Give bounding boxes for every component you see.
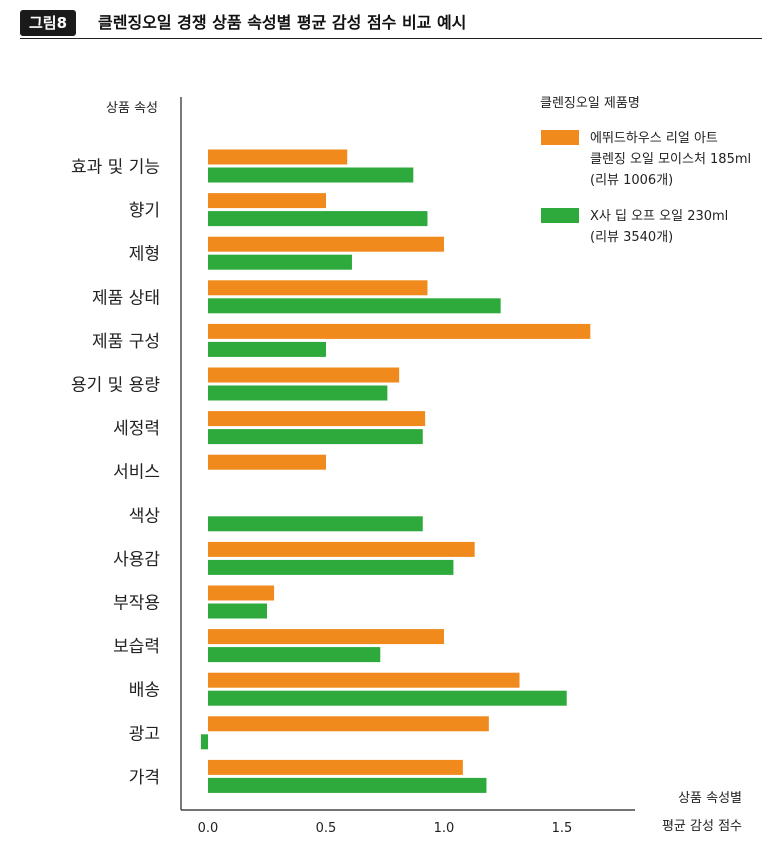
header-rule [20,38,762,39]
bar-series-2 [208,647,381,663]
bar-series-1 [208,149,348,165]
bar-series-1 [208,629,444,645]
x-axis-title-line2: 평균 감성 점수 [662,819,742,834]
figure-badge: 그림8 [20,10,77,36]
category-label: 서비스 [113,463,160,483]
bar-series-1 [208,759,463,775]
bar-series-1 [208,236,444,252]
x-tick-label: 1.0 [434,821,455,836]
legend-label: 클렌징 오일 모이스처 185ml [590,152,751,167]
category-label: 부작용 [113,594,160,614]
legend-title: 클렌징오일 제품명 [540,96,640,111]
category-label: 가격 [129,768,160,788]
category-label: 제품 구성 [92,332,160,352]
legend-swatch [541,208,579,223]
bar-series-2 [208,385,388,401]
bar-series-1 [208,280,428,296]
legend-label: 에뛰드하우스 리얼 아트 [590,131,718,146]
bar-series-1 [208,454,326,470]
bar-series-2 [208,429,423,445]
legend-swatch [541,130,579,145]
bar-series-1 [208,585,275,601]
bar-series-2 [200,734,208,750]
bar-series-2 [208,559,454,575]
x-axis-title-line1: 상품 속성별 [678,791,742,806]
category-label: 향기 [129,201,160,221]
bars [200,149,591,793]
x-ticks: 0.0 0.5 1.0 1.5 [198,821,573,836]
bar-series-1 [208,716,489,732]
bar-series-1 [208,672,520,688]
bar-series-2 [208,777,487,793]
bar-series-2 [208,254,352,270]
bar-series-1 [208,323,591,339]
figure-header: 그림8 클렌징오일 경쟁 상품 속성별 평균 감성 점수 비교 예시 [20,8,762,39]
bar-series-1 [208,193,326,209]
category-label: 제형 [129,245,160,265]
category-label: 배송 [129,681,160,701]
category-label: 용기 및 용량 [71,376,160,396]
legend-label: X사 딥 오프 오일 230ml [590,209,728,224]
legend-label: (리뷰 1006개) [590,173,673,188]
bar-series-2 [208,603,267,619]
bar-series-1 [208,411,426,427]
category-label: 효과 및 기능 [71,158,160,178]
bar-series-2 [208,516,423,532]
category-label: 보습력 [113,637,160,657]
figure-title: 클렌징오일 경쟁 상품 속성별 평균 감성 점수 비교 예시 [98,13,467,32]
bar-series-2 [208,211,428,227]
y-axis-title: 상품 속성 [106,101,158,116]
bar-series-2 [208,167,414,183]
category-label: 사용감 [113,550,160,570]
category-label: 광고 [129,724,160,744]
x-tick-label: 0.0 [198,821,219,836]
bar-series-2 [208,298,501,314]
bar-series-1 [208,541,475,557]
x-tick-label: 1.5 [552,821,573,836]
bar-series-1 [208,367,400,383]
category-label: 제품 상태 [92,288,160,308]
bar-series-2 [208,690,567,706]
x-tick-label: 0.5 [316,821,337,836]
legend-label: (리뷰 3540개) [590,230,673,245]
category-label: 세정력 [113,419,160,439]
bar-series-2 [208,341,326,357]
category-label: 색상 [129,506,161,526]
